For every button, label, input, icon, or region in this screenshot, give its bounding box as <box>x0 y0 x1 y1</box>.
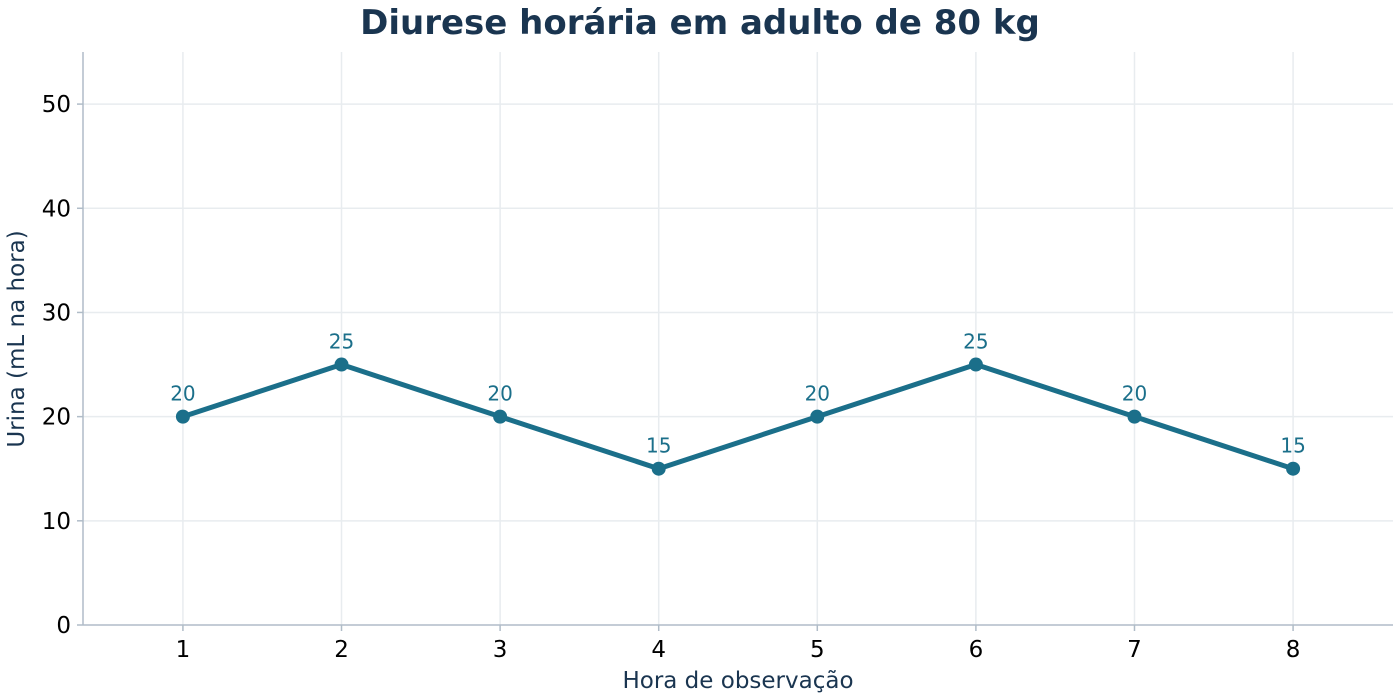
x-tick-label: 6 <box>969 637 984 663</box>
data-label: 15 <box>646 434 671 458</box>
data-labels: 20 25 20 15 20 25 20 15 <box>170 330 1306 458</box>
data-point <box>493 409 508 424</box>
data-point <box>1127 409 1142 424</box>
series-line <box>180 361 1296 472</box>
data-point <box>175 409 190 424</box>
data-label: 20 <box>1122 382 1147 406</box>
x-tick-label: 3 <box>493 637 508 663</box>
y-tick-label: 10 <box>42 509 71 535</box>
y-tick-label: 50 <box>42 92 71 118</box>
y-axis-label: Urina (mL na hora) <box>4 230 30 447</box>
data-point <box>651 461 666 476</box>
data-point <box>968 357 983 372</box>
data-point <box>810 409 825 424</box>
y-tick-label: 40 <box>42 196 71 222</box>
x-tick-label: 8 <box>1286 637 1301 663</box>
chart-title: Diurese horária em adulto de 80 kg <box>360 3 1040 43</box>
data-label: 20 <box>487 382 512 406</box>
y-tick-labels: 0 10 20 30 40 50 <box>42 92 83 639</box>
x-axis-label: Hora de observação <box>622 668 853 694</box>
x-tick-label: 2 <box>334 637 349 663</box>
data-point <box>334 357 349 372</box>
x-tick-label: 7 <box>1127 637 1142 663</box>
data-label: 25 <box>963 330 988 354</box>
y-tick-label: 30 <box>42 300 71 326</box>
data-label: 20 <box>170 382 195 406</box>
x-tick-label: 4 <box>651 637 666 663</box>
y-tick-label: 0 <box>56 613 71 639</box>
x-tick-label: 5 <box>810 637 825 663</box>
axes <box>82 52 1393 626</box>
x-tick-labels: 1 2 3 4 5 6 7 8 <box>176 625 1301 663</box>
data-points <box>175 357 1301 476</box>
x-tick-label: 1 <box>176 637 191 663</box>
data-label: 20 <box>805 382 830 406</box>
data-point <box>1286 461 1301 476</box>
data-label: 15 <box>1280 434 1305 458</box>
y-tick-label: 20 <box>42 405 71 431</box>
data-label: 25 <box>329 330 354 354</box>
grid <box>83 52 1393 625</box>
series <box>180 361 1296 472</box>
